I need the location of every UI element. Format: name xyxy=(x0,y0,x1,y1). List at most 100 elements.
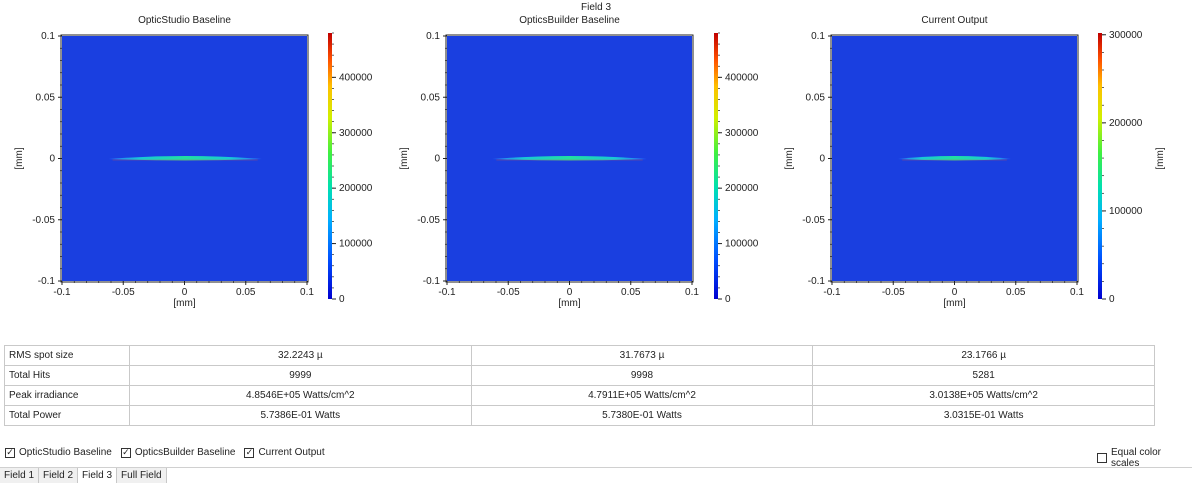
chart-title: OpticStudio Baseline xyxy=(138,15,231,26)
chart-opticsbuilder-baseline: OpticsBuilder Baseline -0.1 -0.05 0 0.05 0.1 0… xyxy=(399,15,759,309)
table-cell: 4.7911E+05 Watts/cm^2 xyxy=(470,385,814,406)
table-cell: 3.0138E+05 Watts/cm^2 xyxy=(812,385,1155,406)
x-axis-label: [mm] xyxy=(943,298,965,309)
row-label: Peak irradiance xyxy=(4,385,130,406)
y-tick-label: -0.1 xyxy=(38,276,56,287)
colorbar-tick-label: 200000 xyxy=(1109,118,1143,129)
x-axis-label: [mm] xyxy=(558,298,580,309)
x-axis-label: [mm] xyxy=(173,298,195,309)
x-tick-label: 0.05 xyxy=(1006,287,1026,298)
table-cell: 23.1766 µ xyxy=(812,345,1155,366)
colorbar xyxy=(1098,33,1102,299)
table-row: Total Hits 9999 9998 5281 xyxy=(4,365,1155,386)
row-label: RMS spot size xyxy=(4,345,130,366)
table-cell: 3.0315E-01 Watts xyxy=(812,405,1155,426)
field-tabs: Field 1 Field 2 Field 3 Full Field xyxy=(0,467,1192,485)
chart-current-output: Current Output -0.1 -0.05 0 0.05 0.1 0.1 0.05 0 -… xyxy=(784,15,1166,309)
y-tick-label: -0.05 xyxy=(802,215,825,226)
table-row: RMS spot size 32.2243 µ 31.7673 µ 23.1766 µ xyxy=(4,345,1155,366)
x-tick-label: 0.1 xyxy=(300,287,314,298)
colorbar-tick-label: 0 xyxy=(725,294,731,305)
y-tick-label: 0 xyxy=(819,154,825,165)
y-tick-label: 0.1 xyxy=(426,31,440,42)
table-cell: 9998 xyxy=(470,365,814,386)
checkbox-box[interactable] xyxy=(1097,453,1107,463)
window-title: Field 3 xyxy=(581,2,611,13)
irradiance-spot xyxy=(898,156,1011,161)
x-tick-label: 0 xyxy=(567,287,573,298)
checkbox-box[interactable]: ✓ xyxy=(120,447,131,458)
x-tick-label: 0.05 xyxy=(621,287,641,298)
checkbox-opticstudio-baseline[interactable]: ✓ OpticStudio Baseline xyxy=(5,447,112,458)
colorbar-tick-label: 300000 xyxy=(1109,30,1143,41)
colorbar-tick-label: 100000 xyxy=(339,239,373,250)
y-tick-label: -0.05 xyxy=(417,215,440,226)
equal-color-scales-checkbox[interactable]: Equal color scales xyxy=(1097,447,1192,469)
stats-table: RMS spot size 32.2243 µ 31.7673 µ 23.1766 µ… xyxy=(4,345,1155,426)
y-tick-label: -0.05 xyxy=(32,215,55,226)
y-tick-label: 0.05 xyxy=(806,92,826,103)
tab-field-3[interactable]: Field 3 xyxy=(78,468,118,483)
table-cell: 5281 xyxy=(812,365,1155,386)
table-cell: 4.8546E+05 Watts/cm^2 xyxy=(129,385,472,406)
colorbar-tick-label: 100000 xyxy=(725,239,759,250)
colorbar xyxy=(714,33,718,299)
y-tick-label: 0.1 xyxy=(811,31,825,42)
colorbar-tick-label: 400000 xyxy=(725,72,759,83)
colorbar-label: [mm] xyxy=(1155,147,1166,169)
y-tick-label: -0.1 xyxy=(423,276,441,287)
x-tick-label: 0.05 xyxy=(236,287,256,298)
x-tick-label: 0.1 xyxy=(1070,287,1084,298)
x-tick-label: 0 xyxy=(182,287,188,298)
colorbar-tick-label: 400000 xyxy=(339,72,373,83)
table-cell: 5.7386E-01 Watts xyxy=(129,405,472,426)
checkbox-current-output[interactable]: ✓ Current Output xyxy=(244,447,325,458)
irradiance-spot xyxy=(108,156,262,161)
x-tick-label: -0.1 xyxy=(438,287,456,298)
checkbox-label: Current Output xyxy=(258,447,325,458)
checkbox-label: Equal color scales xyxy=(1110,447,1162,469)
y-tick-label: -0.1 xyxy=(808,276,826,287)
x-tick-label: -0.05 xyxy=(112,287,135,298)
table-cell: 32.2243 µ xyxy=(129,345,472,366)
y-tick-label: 0.1 xyxy=(41,31,55,42)
x-tick-label: -0.05 xyxy=(882,287,905,298)
row-label: Total Power xyxy=(4,405,130,426)
chart-opticstudio-baseline: OpticStudio Baseline -0.1 -0.05 0 0.05 0.1 0.1… xyxy=(14,15,373,309)
colorbar xyxy=(328,33,332,299)
x-tick-label: -0.1 xyxy=(823,287,841,298)
irradiance-spot xyxy=(492,156,647,161)
table-cell: 5.7380E-01 Watts xyxy=(470,405,814,426)
colorbar-tick-label: 100000 xyxy=(1109,206,1143,217)
colorbar-tick-label: 200000 xyxy=(339,183,373,194)
table-row: Total Power 5.7386E-01 Watts 5.7380E-01 Wa… xyxy=(4,405,1155,426)
y-tick-label: 0 xyxy=(434,154,440,165)
y-tick-label: 0 xyxy=(49,154,55,165)
x-tick-label: 0 xyxy=(952,287,958,298)
tab-field-2[interactable]: Field 2 xyxy=(39,468,79,483)
x-tick-label: -0.05 xyxy=(497,287,520,298)
row-label: Total Hits xyxy=(4,365,130,386)
y-axis-label: [mm] xyxy=(784,147,795,169)
colorbar-tick-label: 0 xyxy=(339,294,345,305)
y-axis-label: [mm] xyxy=(14,147,25,169)
tab-field-1[interactable]: Field 1 xyxy=(0,468,40,483)
table-row: Peak irradiance 4.8546E+05 Watts/cm^2 4.79… xyxy=(4,385,1155,406)
chart-title: Current Output xyxy=(921,15,987,26)
table-cell: 31.7673 µ xyxy=(470,345,814,366)
colorbar-tick-label: 300000 xyxy=(339,128,373,139)
x-tick-label: -0.1 xyxy=(53,287,71,298)
series-checkboxes: ✓ OpticStudio Baseline ✓ OpticsBuilder B… xyxy=(5,447,334,458)
y-tick-label: 0.05 xyxy=(36,92,56,103)
colorbar-tick-label: 0 xyxy=(1109,294,1115,305)
checkbox-label: OpticsBuilder Baseline xyxy=(134,447,236,458)
chart-title: OpticsBuilder Baseline xyxy=(519,15,620,26)
checkbox-box[interactable]: ✓ xyxy=(244,447,255,458)
y-axis-label: [mm] xyxy=(399,147,410,169)
checkbox-opticsbuilder-baseline[interactable]: ✓ OpticsBuilder Baseline xyxy=(120,447,236,458)
y-tick-label: 0.05 xyxy=(421,92,441,103)
plots-area: Field 3 OpticStudio Baseline -0.1 -0.05 0 0.… xyxy=(14,2,1166,309)
tab-full-field[interactable]: Full Field xyxy=(117,468,167,483)
checkbox-box[interactable]: ✓ xyxy=(5,447,15,458)
table-cell: 9999 xyxy=(129,365,472,386)
